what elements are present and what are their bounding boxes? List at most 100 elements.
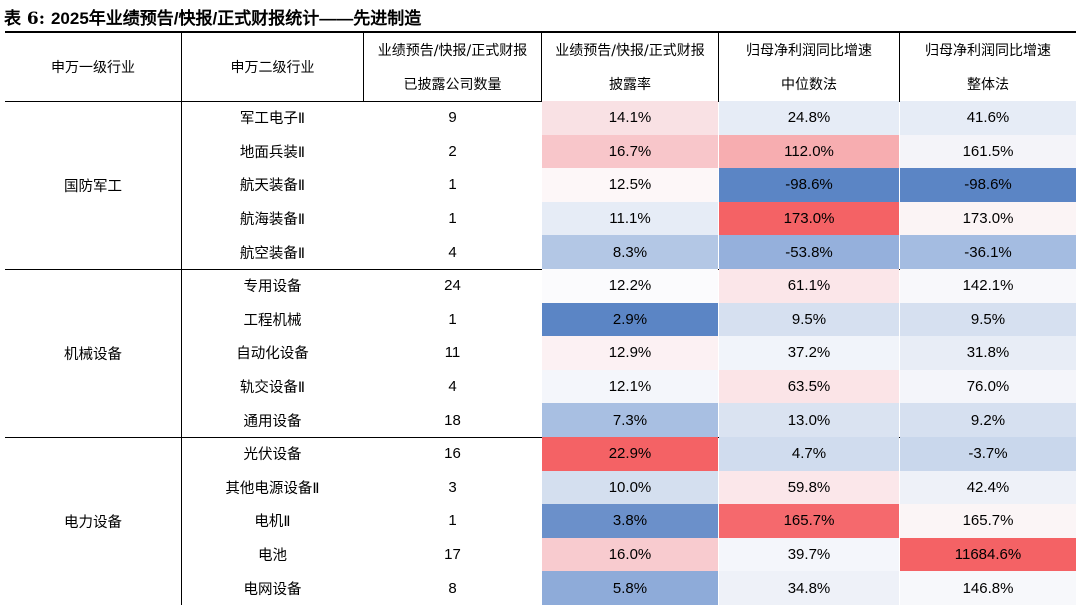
level1-industry-cell: 电力设备 bbox=[64, 514, 122, 531]
growth-median-cell: 112.0% bbox=[719, 134, 899, 169]
growth-overall-cell: 161.5% bbox=[900, 134, 1076, 169]
disclosure-rate-cell: 12.5% bbox=[542, 168, 718, 202]
disclosed-count-cell: 1 bbox=[448, 512, 457, 530]
level2-industry-cell: 电池 bbox=[258, 548, 287, 565]
level2-industry-cell: 其他电源设备Ⅱ bbox=[225, 480, 320, 497]
disclosed-count-cell: 9 bbox=[448, 109, 457, 127]
growth-overall-cell: 31.8% bbox=[900, 336, 1076, 370]
growth-median-cell: 61.1% bbox=[719, 269, 899, 303]
table-title-prefix: 表 6: bbox=[4, 9, 46, 29]
level2-industry-cell: 轨交设备Ⅱ bbox=[239, 380, 306, 397]
disclosed-count-cell: 4 bbox=[448, 243, 457, 261]
disclosed-count-cell: 18 bbox=[444, 411, 461, 429]
header-growth-overall-line1: 归母净利润同比增速 bbox=[925, 43, 1051, 59]
disclosure-rate-cell: 22.9% bbox=[542, 437, 718, 471]
level2-industry-cell: 地面兵装Ⅱ bbox=[239, 144, 306, 161]
column-divider bbox=[899, 31, 900, 101]
header-disclosed-count: 业绩预告/快报/正式财报 已披露公司数量 bbox=[364, 33, 541, 101]
growth-overall-cell: 9.5% bbox=[900, 302, 1076, 337]
table-title: 表 6: 2025年业绩预告/快报/正式财报统计——先进制造 bbox=[4, 4, 421, 29]
level2-industry-cell: 航天装备Ⅱ bbox=[239, 178, 306, 195]
table-header: 申万一级行业 申万二级行业 业绩预告/快报/正式财报 已披露公司数量 业绩预告/… bbox=[5, 31, 1076, 102]
disclosure-rate-cell: 16.0% bbox=[542, 537, 718, 572]
table-row: 航海装备Ⅱ 1 11.1% 173.0% 173.0% bbox=[5, 201, 1076, 236]
level2-industry-cell: 航海装备Ⅱ bbox=[239, 212, 306, 229]
growth-overall-cell: 76.0% bbox=[900, 369, 1076, 404]
disclosure-rate-cell: 14.1% bbox=[542, 101, 718, 135]
level2-industry-cell: 工程机械 bbox=[243, 312, 302, 329]
growth-median-cell: 24.8% bbox=[719, 101, 899, 135]
level2-industry-cell: 军工电子Ⅱ bbox=[239, 111, 306, 128]
table-row: 航天装备Ⅱ 1 12.5% -98.6% -98.6% bbox=[5, 168, 1076, 202]
growth-median-cell: -98.6% bbox=[719, 168, 899, 202]
disclosed-count-cell: 2 bbox=[448, 142, 457, 160]
table-row: 电池 17 16.0% 39.7% 11684.6% bbox=[5, 537, 1076, 572]
level2-industry-cell: 光伏设备 bbox=[243, 447, 302, 464]
header-growth-median: 归母净利润同比增速 中位数法 bbox=[719, 33, 899, 101]
growth-overall-cell: 42.4% bbox=[900, 470, 1076, 505]
table-row: 自动化设备 11 12.9% 37.2% 31.8% bbox=[5, 336, 1076, 370]
disclosed-count-cell: 3 bbox=[448, 478, 457, 496]
header-growth-overall-line2: 整体法 bbox=[967, 77, 1009, 93]
level2-industry-cell: 通用设备 bbox=[243, 413, 302, 430]
disclosed-count-cell: 1 bbox=[448, 176, 457, 194]
header-growth-median-line2: 中位数法 bbox=[781, 77, 837, 93]
table-row: 其他电源设备Ⅱ 3 10.0% 59.8% 42.4% bbox=[5, 470, 1076, 505]
growth-median-cell: 9.5% bbox=[719, 302, 899, 337]
header-level1-industry: 申万一级行业 bbox=[5, 33, 181, 101]
disclosure-rate-cell: 11.1% bbox=[542, 201, 718, 236]
growth-median-cell: 173.0% bbox=[719, 201, 899, 236]
growth-median-cell: 13.0% bbox=[719, 403, 899, 437]
header-disclosed-count-line1: 业绩预告/快报/正式财报 bbox=[377, 43, 528, 59]
group-divider bbox=[5, 269, 1076, 270]
growth-median-cell: 59.8% bbox=[719, 470, 899, 505]
disclosure-rate-cell: 10.0% bbox=[542, 470, 718, 505]
column-divider bbox=[181, 31, 182, 605]
disclosure-rate-cell: 16.7% bbox=[542, 134, 718, 169]
disclosed-count-cell: 4 bbox=[448, 378, 457, 396]
header-growth-overall: 归母净利润同比增速 整体法 bbox=[900, 33, 1076, 101]
table-row: 轨交设备Ⅱ 4 12.1% 63.5% 76.0% bbox=[5, 369, 1076, 404]
growth-median-cell: 4.7% bbox=[719, 437, 899, 471]
disclosure-rate-cell: 3.8% bbox=[542, 504, 718, 538]
header-disclosure-rate-line1: 业绩预告/快报/正式财报 bbox=[555, 43, 705, 59]
table-row: 航空装备Ⅱ 4 8.3% -53.8% -36.1% bbox=[5, 235, 1076, 269]
disclosed-count-cell: 1 bbox=[448, 310, 457, 328]
disclosure-rate-cell: 12.2% bbox=[542, 269, 718, 303]
growth-median-cell: -53.8% bbox=[719, 235, 899, 269]
disclosed-count-cell: 17 bbox=[444, 546, 461, 564]
growth-median-cell: 63.5% bbox=[719, 369, 899, 404]
disclosure-rate-cell: 12.9% bbox=[542, 336, 718, 370]
growth-median-cell: 39.7% bbox=[719, 537, 899, 572]
header-disclosed-count-line2: 已披露公司数量 bbox=[403, 77, 502, 93]
level2-industry-cell: 专用设备 bbox=[243, 279, 302, 296]
header-level2-industry: 申万二级行业 bbox=[182, 33, 363, 101]
level2-industry-cell: 航空装备Ⅱ bbox=[239, 245, 306, 262]
disclosure-rate-cell: 8.3% bbox=[542, 235, 718, 269]
disclosure-rate-cell: 5.8% bbox=[542, 571, 718, 605]
growth-overall-cell: -98.6% bbox=[900, 168, 1076, 202]
table-row: 电机Ⅱ 1 3.8% 165.7% 165.7% bbox=[5, 504, 1076, 538]
table-row: 工程机械 1 2.9% 9.5% 9.5% bbox=[5, 302, 1076, 337]
header-disclosure-rate: 业绩预告/快报/正式财报 披露率 bbox=[542, 33, 718, 101]
disclosed-count-cell: 11 bbox=[444, 344, 461, 362]
growth-median-cell: 165.7% bbox=[719, 504, 899, 538]
table-row: 军工电子Ⅱ 9 14.1% 24.8% 41.6% bbox=[5, 101, 1076, 135]
growth-overall-cell: 142.1% bbox=[900, 269, 1076, 303]
header-growth-median-line1: 归母净利润同比增速 bbox=[746, 43, 872, 59]
level1-industry-cell: 机械设备 bbox=[64, 346, 122, 363]
disclosure-rate-cell: 7.3% bbox=[542, 403, 718, 437]
table-row: 专用设备 24 12.2% 61.1% 142.1% bbox=[5, 269, 1076, 303]
growth-overall-cell: 9.2% bbox=[900, 403, 1076, 437]
table-row: 地面兵装Ⅱ 2 16.7% 112.0% 161.5% bbox=[5, 134, 1076, 169]
growth-overall-cell: 41.6% bbox=[900, 101, 1076, 135]
growth-median-cell: 34.8% bbox=[719, 571, 899, 605]
disclosed-count-cell: 24 bbox=[444, 277, 461, 295]
header-disclosure-rate-line2: 披露率 bbox=[609, 77, 651, 93]
disclosure-rate-cell: 12.1% bbox=[542, 369, 718, 404]
growth-overall-cell: -3.7% bbox=[900, 437, 1076, 471]
group-divider bbox=[5, 437, 1076, 438]
level2-industry-cell: 电网设备 bbox=[243, 581, 302, 598]
growth-overall-cell: -36.1% bbox=[900, 235, 1076, 269]
header-level1-label: 申万一级行业 bbox=[51, 60, 135, 76]
